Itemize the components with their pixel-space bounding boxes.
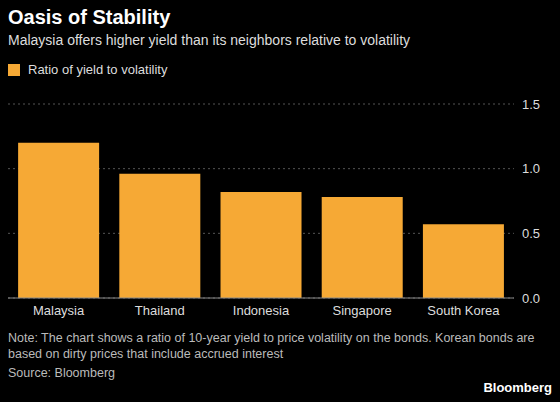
svg-text:0.5: 0.5 bbox=[522, 226, 540, 241]
html-text:Malaysia offers higher yield t: Malaysia offers higher yield than its ne… bbox=[8, 32, 411, 48]
html-text:Bloomberg: Bloomberg bbox=[483, 380, 552, 395]
html-text:Oasis of Stability: Oasis of Stability bbox=[8, 6, 171, 28]
html-text:Note: The chart shows a ratio: Note: The chart shows a ratio of 10-year… bbox=[8, 331, 535, 361]
svg-text:Singapore: Singapore bbox=[333, 303, 392, 318]
svg-text:0.0: 0.0 bbox=[522, 291, 540, 306]
svg-text:South Korea: South Korea bbox=[427, 303, 500, 318]
html-text:Source: Bloomberg: Source: Bloomberg bbox=[8, 366, 115, 380]
svg-text:Malaysia: Malaysia bbox=[33, 303, 85, 318]
svg-text:Indonesia: Indonesia bbox=[233, 303, 290, 318]
svg-text:1.0: 1.0 bbox=[522, 161, 540, 176]
svg-text:1.5: 1.5 bbox=[522, 97, 540, 112]
html-text:Ratio of yield to volatility: Ratio of yield to volatility bbox=[28, 62, 168, 77]
svg-text:Thailand: Thailand bbox=[135, 303, 185, 318]
